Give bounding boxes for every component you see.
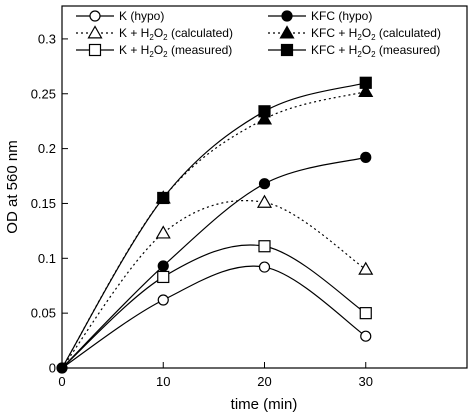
data-point-series-3 (256, 111, 273, 125)
y-tick-label: 0.05 (31, 306, 56, 321)
x-tick-label: 0 (58, 374, 65, 389)
legend: K (hypo) KFC (hypo)K + H2O2 (calculated) K… (76, 9, 441, 59)
legend-label: K (hypo) (119, 9, 164, 23)
x-tick-label: 30 (359, 374, 373, 389)
legend-marker (281, 10, 293, 22)
x-tick-label: 10 (156, 374, 170, 389)
y-tick-label: 0 (49, 361, 56, 376)
data-point-series-2 (256, 194, 273, 208)
data-point-series-1 (258, 178, 271, 190)
series-line-1 (61, 156, 366, 369)
series-line-4 (61, 244, 367, 369)
data-point-series-5 (359, 76, 372, 89)
series-line-0 (61, 265, 367, 369)
y-tick-label: 0.25 (31, 86, 56, 101)
series-lines (61, 82, 367, 369)
data-point-series-4 (258, 240, 271, 253)
x-axis-title: time (min) (231, 396, 298, 413)
series-markers (56, 76, 374, 374)
legend-marker (279, 25, 295, 39)
data-point-series-0 (258, 261, 271, 273)
y-tick-label: 0.1 (38, 251, 56, 266)
y-tick-label: 0.2 (38, 141, 56, 156)
legend-marker (87, 25, 103, 39)
legend-marker (89, 10, 101, 22)
legend-marker (280, 43, 294, 57)
data-point-series-5 (157, 191, 170, 205)
legend-label: KFC + H2O2 (measured) (311, 43, 440, 59)
data-point-series-3 (358, 83, 374, 98)
legend-label: KFC (hypo) (311, 9, 372, 23)
data-point-series-2 (358, 261, 374, 275)
data-point-series-4 (157, 270, 170, 284)
legend-label: K + H2O2 (calculated) (119, 26, 233, 42)
series-line-3 (61, 90, 366, 369)
data-point-series-4 (359, 307, 372, 320)
data-point-series-0 (360, 330, 372, 342)
axis-ticks: 0 10 20 30 0 0.05 0.1 0.15 0.2 0.25 0.3 (31, 31, 373, 389)
y-tick-label: 0.15 (31, 196, 56, 211)
y-axis-title: OD at 560 nm (4, 140, 21, 233)
x-tick-label: 20 (257, 374, 271, 389)
data-point-series-5 (258, 105, 271, 118)
legend-label: KFC + H2O2 (calculated) (311, 26, 441, 42)
data-point-series-1 (157, 260, 169, 272)
data-point-series-1 (360, 151, 372, 163)
data-point-origin (56, 362, 68, 374)
series-line-2 (61, 199, 367, 369)
data-point-series-2 (155, 225, 171, 239)
data-point-series-0 (157, 294, 169, 306)
y-tick-label: 0.3 (38, 31, 56, 46)
legend-marker (88, 43, 102, 57)
legend-label: K + H2O2 (measured) (119, 43, 232, 59)
series-line-5 (61, 82, 366, 369)
